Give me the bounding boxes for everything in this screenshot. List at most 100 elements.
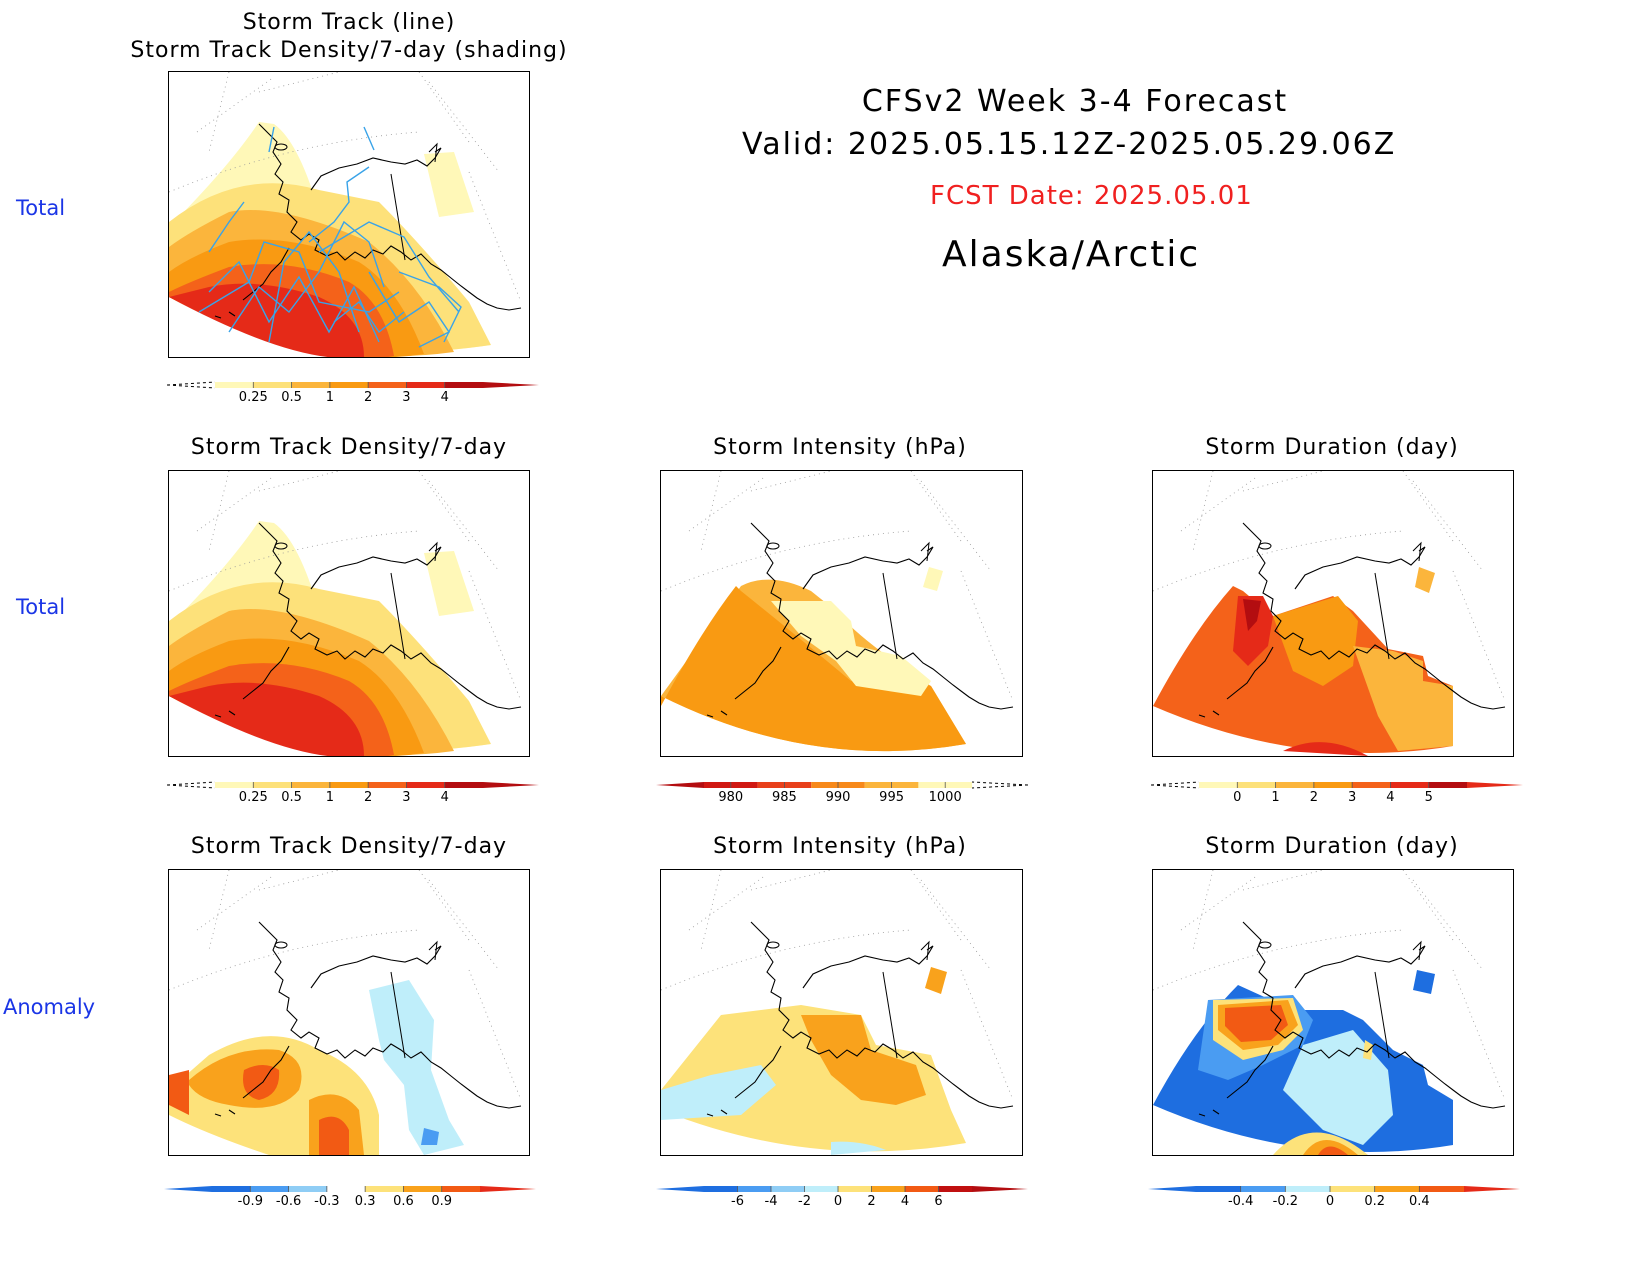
colorbar-2-label-4: 1000: [929, 790, 962, 805]
map-panel-intensity-total: [660, 470, 1023, 757]
colorbar-1-label-4: 3: [402, 790, 410, 805]
colorbar-3-label-2: 2: [1310, 790, 1318, 805]
colorbar-3-label-4: 4: [1386, 790, 1394, 805]
colorbar-0-swatch-6: [444, 382, 483, 388]
storm-track-line-4: [308, 166, 370, 243]
colorbar-4-swatch-4: [365, 1186, 404, 1192]
storm-track-line-11: [333, 300, 405, 334]
colorbar-3-label-5: 5: [1425, 790, 1433, 805]
colorbar-1-label-2: 1: [326, 790, 334, 805]
colorbar-5-swatch-3: [804, 1186, 838, 1192]
colorbar-5-label-0: -6: [731, 1194, 744, 1209]
colorbar-5-label-3: 0: [834, 1194, 842, 1209]
colorbar-0-swatch-4: [368, 382, 407, 388]
colorbar-density-total: 0.25 0.5 1 2 3 4: [163, 776, 543, 806]
colorbar-1-swatch-5: [406, 782, 445, 788]
colorbar-6-label-3: 0.2: [1364, 1194, 1385, 1209]
panel-4-title: Storm Track Density/7-day: [190, 834, 508, 859]
colorbar-0-label-2: 1: [326, 390, 334, 405]
colorbar-4-swatch-2: [288, 1186, 327, 1192]
map-panel-storm-track: [168, 71, 530, 358]
colorbar-1-label-3: 2: [364, 790, 372, 805]
colorbar-4-right-arrow: [480, 1186, 536, 1192]
colorbar-5-swatch-2: [771, 1186, 805, 1192]
colorbar-6-swatch-3: [1330, 1186, 1375, 1192]
colorbar-6-swatch-2: [1285, 1186, 1330, 1192]
colorbar-3-label-3: 3: [1348, 790, 1356, 805]
colorbar-1-swatch-1: [253, 782, 292, 788]
row-label-2: Total: [16, 595, 66, 619]
storm-track-line-10: [363, 126, 375, 151]
colorbar-5-swatch-1: [737, 1186, 771, 1192]
colorbar-1-label-0: 0.25: [239, 790, 268, 805]
colorbar-density-anomaly: -0.9 -0.6 -0.3 0.3 0.6 0.9: [160, 1180, 540, 1210]
colorbar-3-swatch-5: [1390, 782, 1429, 788]
colorbar-intensity-total: 980 985 990 995 1000: [652, 776, 1032, 806]
colorbar-4-label-5: 0.9: [431, 1194, 452, 1209]
colorbar-6-right-arrow: [1464, 1186, 1520, 1192]
panel-1-title: Storm Track Density/7-day: [190, 435, 508, 460]
storm-track-line-2: [228, 220, 385, 333]
row-label-1: Total: [16, 196, 66, 220]
colorbar-5-swatch-0: [704, 1186, 738, 1192]
colorbar-3-swatch-2: [1275, 782, 1314, 788]
colorbar-0-label-5: 4: [441, 390, 449, 405]
colorbar-1-swatch-6: [444, 782, 483, 788]
colorbar-1-swatch-3: [329, 782, 369, 788]
row-label-3: Anomaly: [3, 995, 96, 1019]
colorbar-5-label-2: -2: [798, 1194, 811, 1209]
colorbar-2-label-2: 990: [826, 790, 851, 805]
colorbar-5-label-4: 2: [867, 1194, 875, 1209]
colorbar-4-label-2: -0.3: [314, 1194, 339, 1209]
colorbar-4-swatch-6: [441, 1186, 480, 1192]
panel-2-title: Storm Intensity (hPa): [713, 435, 967, 460]
valid-period: Valid: 2025.05.15.12Z-2025.05.29.06Z: [742, 127, 1397, 162]
colorbar-6-label-4: 0.4: [1409, 1194, 1430, 1209]
storm-track-line-1: [198, 241, 400, 313]
colorbar-0-swatch-3: [329, 382, 369, 388]
colorbar-5-swatch-4: [838, 1186, 872, 1192]
storm-track-line-6: [208, 201, 245, 253]
panel-6-title: Storm Duration (day): [1205, 834, 1459, 859]
colorbar-intensity-anomaly: -6 -4 -2 0 2 4 6: [652, 1180, 1032, 1210]
colorbar-5-right-arrow: [972, 1186, 1028, 1192]
colorbar-4-label-3: 0.3: [355, 1194, 376, 1209]
colorbar-3-left-arrow: [1150, 781, 1200, 789]
colorbar-1-right-arrow: [483, 782, 539, 788]
colorbar-5-swatch-6: [905, 1186, 939, 1192]
storm-track-line-3: [268, 230, 360, 343]
map-panel-density-anomaly: [168, 869, 530, 1156]
colorbar-0-right-arrow: [483, 382, 539, 388]
storm-track-line-9: [268, 126, 275, 153]
region-label: Alaska/Arctic: [942, 234, 1201, 275]
forecast-date: FCST Date: 2025.05.01: [930, 181, 1253, 211]
colorbar-2-label-1: 985: [772, 790, 797, 805]
colorbar-3-swatch-4: [1352, 782, 1391, 788]
colorbar-0-left-arrow: [166, 381, 216, 389]
storm-track-line-0: [208, 260, 380, 343]
colorbar-0-swatch-0: [215, 382, 254, 388]
colorbar-6-label-1: -0.2: [1273, 1194, 1298, 1209]
panel-3-title: Storm Duration (day): [1205, 435, 1459, 460]
colorbar-1-label-1: 0.5: [281, 790, 302, 805]
colorbar-1-swatch-4: [368, 782, 407, 788]
panel-5-title: Storm Intensity (hPa): [713, 834, 967, 859]
storm-track-line-8: [398, 271, 462, 343]
colorbar-4-swatch-3: [326, 1186, 366, 1192]
colorbar-0-label-0: 0.25: [239, 390, 268, 405]
storm-track-line-7: [368, 271, 451, 348]
colorbar-3-right-arrow: [1467, 782, 1523, 788]
colorbar-1-label-5: 4: [441, 790, 449, 805]
colorbar-4-swatch-1: [250, 1186, 289, 1192]
panel-0-title-line-2: Storm Track Density/7-day (shading): [130, 38, 568, 63]
colorbar-4-swatch-5: [403, 1186, 442, 1192]
colorbar-duration-total: 0 1 2 3 4 5: [1147, 776, 1527, 806]
map-panel-intensity-anomaly: [660, 869, 1023, 1156]
colorbar-4-swatch-0: [212, 1186, 251, 1192]
colorbar-3-swatch-3: [1313, 782, 1353, 788]
colorbar-0-label-4: 3: [402, 390, 410, 405]
colorbar-3-label-1: 1: [1271, 790, 1279, 805]
colorbar-6-swatch-5: [1419, 1186, 1464, 1192]
colorbar-5-swatch-5: [871, 1186, 905, 1192]
panel-0-title-line-1: Storm Track (line): [242, 10, 456, 35]
